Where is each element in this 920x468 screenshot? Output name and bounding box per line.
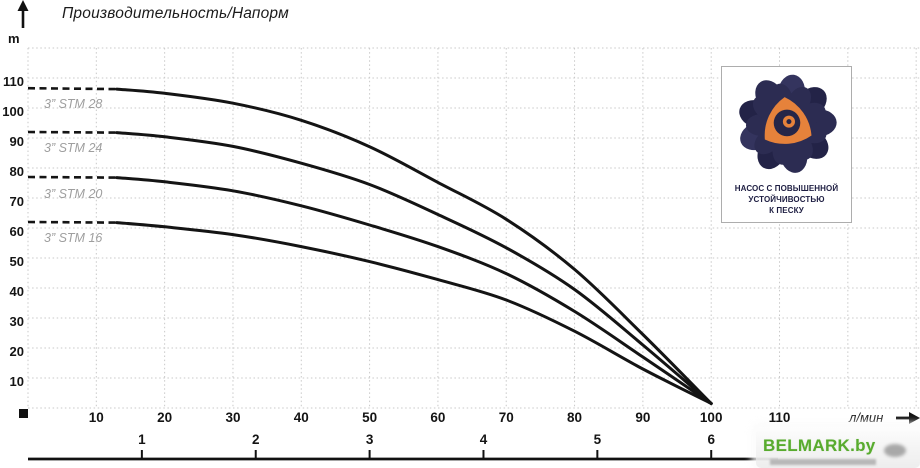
x-axis-tick-label: 100 (699, 410, 723, 425)
belmark-watermark: BELMARK.by (763, 436, 876, 455)
y-axis-tick-label: 110 (3, 74, 24, 89)
secondary-axis-tick-label: 3 (365, 432, 374, 447)
badge-text-line: К ПЕСКУ (769, 205, 804, 215)
x-axis-tick-label: 40 (293, 410, 309, 425)
x-axis-unit-label: л/мин (849, 410, 884, 425)
y-axis-tick-label: 20 (9, 344, 24, 359)
y-axis-tick-label: 100 (2, 104, 24, 119)
watermark-gray-blob (884, 444, 906, 457)
x-axis-tick-label: 80 (567, 410, 583, 425)
y-axis-tick-label: 40 (9, 284, 24, 299)
watermark-gray-bar (770, 459, 876, 465)
x-axis-tick-label: 60 (430, 410, 446, 425)
y-axis-tick-label: 10 (9, 374, 24, 389)
origin-square-marker (19, 409, 28, 418)
curve-label-stm20: 3” STM 20 (44, 187, 103, 201)
x-axis-tick-label: 110 (768, 410, 791, 425)
secondary-axis-tick-label: 5 (593, 432, 602, 447)
badge-text-line: УСТОЙЧИВОСТЬЮ (748, 194, 825, 204)
y-axis-tick-label: 80 (9, 164, 24, 179)
curve-label-stm28: 3” STM 28 (44, 97, 103, 111)
page-title: Производительность/Напорм (62, 5, 289, 22)
x-axis-tick-label: 30 (225, 410, 241, 425)
x-axis-tick-label: 10 (88, 410, 104, 425)
curve-label-stm24: 3” STM 24 (44, 141, 103, 155)
y-axis-tick-label: 70 (9, 194, 24, 209)
secondary-axis-tick-label: 6 (707, 432, 715, 447)
x-axis-tick-label: 20 (157, 410, 173, 425)
y-axis-tick-label: 60 (9, 224, 24, 239)
pump-curves (27, 86, 713, 405)
secondary-axis-tick-label: 1 (138, 432, 146, 447)
up-arrow-icon (17, 0, 29, 28)
secondary-axis-tick-label: 4 (479, 432, 488, 447)
x-axis-tick-label: 90 (635, 410, 651, 425)
x-axis-tick-label: 50 (362, 410, 378, 425)
y-axis-tick-label: 30 (9, 314, 24, 329)
x-axis-tick-label: 70 (498, 410, 514, 425)
secondary-axis-line (28, 450, 778, 461)
pump-impeller-logo-icon (738, 74, 837, 173)
badge-text-line: НАСОС С ПОВЫШЕННОЙ (734, 184, 839, 193)
right-arrow-icon (896, 412, 920, 424)
sand-resistance-badge: НАСОС С ПОВЫШЕННОЙ УСТОЙЧИВОСТЬЮ К ПЕСКУ (721, 66, 852, 223)
y-axis-tick-label: 90 (9, 134, 24, 149)
y-axis-unit-label: m (8, 31, 20, 46)
y-axis-tick-label: 50 (9, 254, 24, 269)
secondary-axis-tick-label: 2 (251, 432, 260, 447)
curve-label-stm16: 3” STM 16 (44, 231, 103, 245)
